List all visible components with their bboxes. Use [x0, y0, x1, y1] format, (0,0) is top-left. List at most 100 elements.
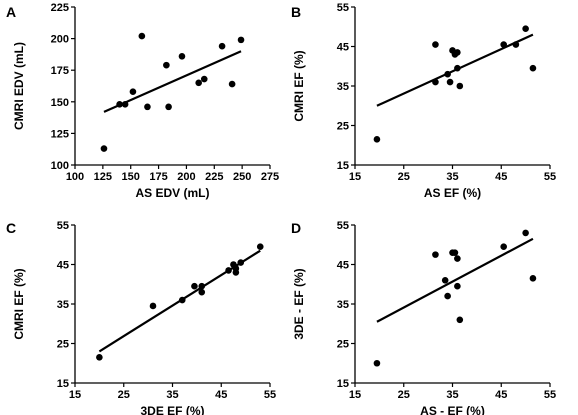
- y-tick-label: 55: [57, 220, 69, 232]
- panel-letter: C: [6, 220, 16, 236]
- y-axis-title: CMRI EF (%): [292, 50, 306, 121]
- x-tick-label: 15: [349, 171, 361, 183]
- y-tick-label: 55: [337, 2, 349, 14]
- y-tick-label: 25: [337, 339, 349, 351]
- x-axis-title: 3DE EF (%): [140, 404, 204, 415]
- x-tick-label: 35: [166, 389, 178, 401]
- data-point: [522, 229, 529, 237]
- data-point: [165, 103, 172, 111]
- x-axis-title: AS EF (%): [424, 186, 481, 200]
- y-tick-label: 35: [337, 81, 349, 93]
- data-point: [218, 42, 226, 50]
- data-point: [144, 103, 151, 111]
- data-point: [237, 259, 245, 266]
- data-point: [237, 36, 245, 44]
- x-tick-label: 45: [495, 171, 507, 183]
- panel-letter: D: [291, 220, 301, 236]
- data-point: [529, 64, 537, 72]
- x-tick-label: 45: [215, 389, 227, 401]
- data-point: [441, 277, 449, 284]
- data-point: [432, 251, 439, 258]
- data-point: [129, 88, 137, 95]
- x-tick-label: 100: [66, 171, 84, 183]
- y-tick-label: 125: [51, 128, 69, 140]
- data-point: [373, 359, 381, 367]
- data-point: [500, 41, 507, 48]
- regression-line: [376, 237, 534, 323]
- x-axis-title: AS - EF (%): [420, 404, 485, 415]
- y-tick-label: 175: [51, 65, 69, 77]
- y-tick-label: 225: [51, 2, 69, 14]
- x-tick-label: 25: [118, 389, 130, 401]
- data-point: [456, 316, 464, 324]
- panel-a: A 100 125 150 175 200 225 250 275 100 125 150 175 200…: [6, 2, 279, 200]
- data-point: [432, 41, 439, 48]
- y-axis-title: 3DE - EF (%): [292, 268, 306, 339]
- data-point: [100, 145, 108, 152]
- data-point: [178, 52, 186, 60]
- panel-b: B 15 25 35 45 55 15 25 35 45 55 AS EF (%) CMRI EF (%…: [291, 2, 556, 200]
- x-tick-label: 15: [69, 389, 81, 401]
- x-tick-label: 45: [495, 389, 507, 401]
- data-point: [96, 354, 103, 361]
- y-tick-label: 35: [337, 299, 349, 311]
- data-point: [116, 101, 123, 108]
- y-axis-title: CMRI EF (%): [12, 268, 26, 339]
- x-tick-label: 35: [446, 171, 458, 183]
- y-tick-label: 25: [57, 339, 69, 351]
- x-tick-label: 200: [177, 171, 195, 183]
- y-tick-label: 45: [337, 260, 349, 272]
- x-tick-label: 55: [544, 389, 556, 401]
- data-point: [512, 41, 520, 48]
- data-point: [149, 302, 157, 310]
- x-tick-label: 35: [446, 389, 458, 401]
- data-point: [500, 243, 507, 251]
- data-point: [195, 79, 202, 87]
- data-point: [454, 255, 461, 262]
- x-axis-title: AS EDV (mL): [135, 186, 209, 200]
- y-tick-label: 200: [51, 34, 69, 46]
- y-tick-label: 25: [337, 121, 349, 133]
- data-point: [454, 282, 461, 290]
- x-tick-label: 25: [398, 389, 410, 401]
- data-point: [451, 249, 459, 256]
- x-tick-label: 250: [233, 171, 251, 183]
- x-tick-label: 275: [261, 171, 279, 183]
- y-tick-label: 100: [51, 160, 69, 172]
- x-tick-label: 225: [205, 171, 223, 183]
- y-tick-label: 15: [337, 160, 349, 172]
- data-point: [198, 282, 206, 290]
- x-tick-label: 150: [122, 171, 140, 183]
- data-point: [228, 80, 236, 88]
- y-tick-label: 35: [57, 299, 69, 311]
- y-tick-label: 45: [337, 42, 349, 54]
- data-point: [432, 78, 439, 86]
- data-point: [225, 267, 232, 274]
- data-point: [444, 70, 451, 78]
- y-tick-label: 45: [57, 260, 69, 272]
- data-point: [373, 136, 381, 143]
- data-point: [456, 82, 464, 90]
- y-tick-label: 55: [337, 220, 349, 232]
- y-tick-label: 15: [337, 378, 349, 390]
- data-point: [256, 243, 264, 251]
- y-tick-label: 15: [57, 378, 69, 390]
- x-tick-label: 175: [149, 171, 167, 183]
- panel-letter: B: [291, 4, 301, 20]
- x-tick-label: 25: [398, 171, 410, 183]
- data-point: [200, 75, 208, 83]
- y-axis-title: CMRI EDV (mL): [12, 42, 26, 130]
- panel-d: D 15 25 35 45 55 15 25 35 45 55 AS - EF (%) 3DE - EF…: [291, 220, 556, 415]
- data-point: [163, 61, 170, 69]
- data-point: [454, 49, 461, 56]
- panel-c: C 15 25 35 45 55 15 25 35 45 55 3DE EF (%) CMRI EF (…: [6, 220, 276, 415]
- data-point: [178, 296, 186, 304]
- x-tick-label: 125: [94, 171, 112, 183]
- data-point: [198, 288, 206, 296]
- data-point: [191, 282, 198, 290]
- x-tick-label: 55: [264, 389, 276, 401]
- data-point: [446, 78, 454, 86]
- data-point: [138, 32, 146, 40]
- data-point: [522, 25, 529, 33]
- data-point: [444, 292, 451, 300]
